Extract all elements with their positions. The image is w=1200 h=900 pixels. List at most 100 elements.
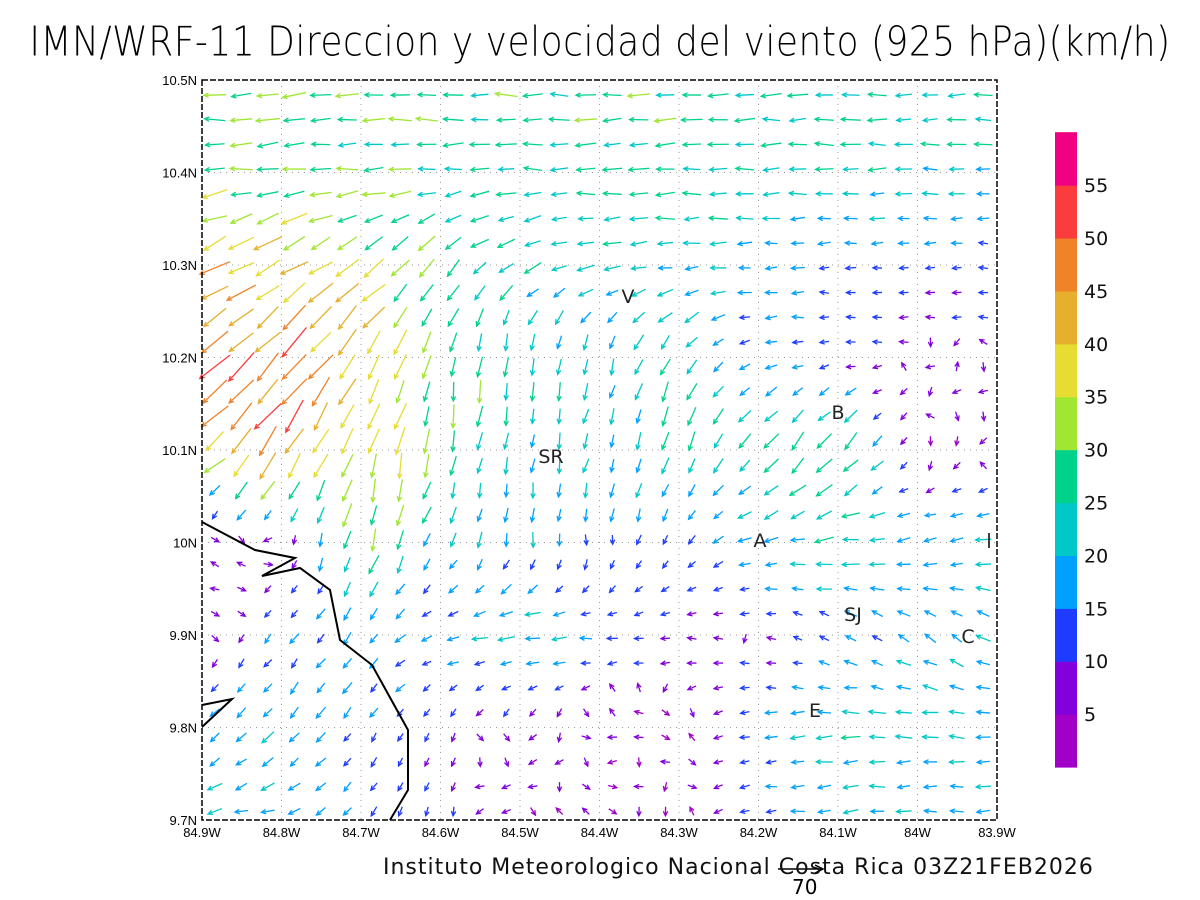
- wind-arrow: [734, 92, 754, 98]
- wind-arrow: [317, 532, 324, 548]
- wind-arrow: [369, 707, 379, 719]
- wind-arrow: [256, 352, 279, 382]
- wind-arrow: [261, 731, 275, 744]
- wind-arrow: [738, 314, 751, 321]
- wind-arrow: [816, 433, 833, 449]
- wind-arrow: [948, 585, 964, 592]
- wind-arrow: [311, 376, 331, 407]
- wind-arrow: [844, 635, 857, 642]
- wind-arrow: [529, 408, 536, 425]
- wind-arrow: [393, 283, 408, 303]
- wind-arrow: [687, 535, 696, 545]
- lat-tick-label: 10.1N: [162, 443, 197, 458]
- wind-arrow: [369, 453, 377, 479]
- wind-arrow: [315, 706, 327, 719]
- wind-arrow: [315, 732, 326, 744]
- station-label: B: [831, 402, 844, 424]
- wind-arrow: [815, 510, 833, 520]
- wind-arrow: [343, 607, 352, 622]
- wind-arrow: [921, 684, 938, 691]
- wind-arrow: [609, 483, 616, 499]
- wind-arrow: [763, 289, 778, 296]
- wind-arrow: [659, 660, 671, 666]
- wind-arrow: [419, 284, 434, 302]
- wind-arrow: [762, 166, 780, 173]
- wind-arrow: [868, 537, 885, 543]
- wind-arrow: [235, 758, 247, 766]
- grid-lines: [202, 80, 997, 820]
- wind-arrow: [291, 535, 298, 546]
- wind-arrow: [337, 305, 357, 331]
- wind-arrow: [954, 411, 960, 422]
- wind-arrow: [763, 510, 779, 520]
- wind-arrow: [446, 660, 460, 667]
- wind-arrow: [476, 482, 483, 499]
- wind-arrow: [871, 486, 883, 495]
- wind-arrow: [227, 236, 255, 250]
- wind-arrow: [424, 806, 430, 818]
- wind-arrow: [575, 166, 596, 173]
- wind-arrow: [681, 190, 702, 197]
- wind-arrow: [868, 561, 886, 568]
- wind-arrow: [894, 808, 912, 815]
- wind-arrow: [343, 706, 352, 720]
- wind-arrow: [759, 93, 782, 99]
- wind-arrow: [528, 734, 538, 741]
- wind-arrow: [763, 458, 779, 474]
- wind-arrow: [635, 483, 643, 499]
- wind-arrow: [448, 559, 458, 570]
- wind-arrow: [635, 508, 642, 523]
- wind-arrow: [765, 610, 777, 617]
- wind-arrow: [979, 461, 988, 470]
- wind-arrow: [475, 808, 484, 815]
- wind-arrow: [449, 506, 457, 525]
- wind-arrow: [529, 458, 536, 474]
- wind-arrow: [946, 141, 967, 148]
- wind-arrow: [686, 383, 698, 401]
- wind-arrow: [527, 584, 539, 595]
- wind-arrow: [688, 484, 696, 498]
- wind-arrow: [396, 733, 404, 743]
- wind-arrow: [950, 240, 963, 246]
- wind-arrow: [502, 309, 510, 326]
- wind-arrow: [552, 660, 566, 667]
- wind-arrow: [556, 382, 562, 403]
- wind-arrow: [549, 166, 569, 173]
- wind-arrow: [235, 732, 247, 743]
- wind-arrow: [634, 383, 644, 401]
- wind-arrow: [949, 215, 963, 222]
- wind-arrow: [762, 191, 780, 198]
- wind-arrow: [921, 117, 938, 123]
- wind-arrow: [738, 363, 751, 371]
- wind-arrow: [547, 116, 570, 123]
- wind-arrow: [898, 314, 909, 321]
- wind-arrow: [423, 406, 430, 428]
- wind-arrow: [263, 561, 274, 568]
- wind-arrow: [950, 610, 963, 617]
- wind-arrow: [574, 92, 596, 98]
- wind-arrow: [688, 732, 696, 742]
- wind-arrow: [476, 733, 485, 742]
- wind-arrow: [609, 559, 616, 570]
- wind-arrow: [422, 381, 431, 403]
- wind-arrow: [396, 452, 403, 480]
- station-label: V: [622, 286, 635, 308]
- wind-arrow: [844, 289, 856, 296]
- wind-arrow: [228, 308, 255, 327]
- wind-arrow: [686, 660, 697, 666]
- wind-arrow: [522, 165, 543, 172]
- wind-arrow: [792, 610, 803, 617]
- wind-arrow: [609, 508, 615, 523]
- wind-arrow: [315, 608, 326, 620]
- wind-arrow: [529, 708, 537, 717]
- wind-arrow: [552, 611, 566, 617]
- wind-arrow: [954, 360, 960, 372]
- wind-arrow: [261, 757, 274, 768]
- wind-arrow: [814, 92, 833, 98]
- wind-arrow: [421, 610, 432, 617]
- wind-arrow: [657, 312, 673, 323]
- wind-arrow: [656, 240, 674, 247]
- colorbar-label: 20: [1084, 545, 1108, 567]
- wind-arrow: [527, 309, 539, 326]
- wind-arrow: [921, 190, 939, 197]
